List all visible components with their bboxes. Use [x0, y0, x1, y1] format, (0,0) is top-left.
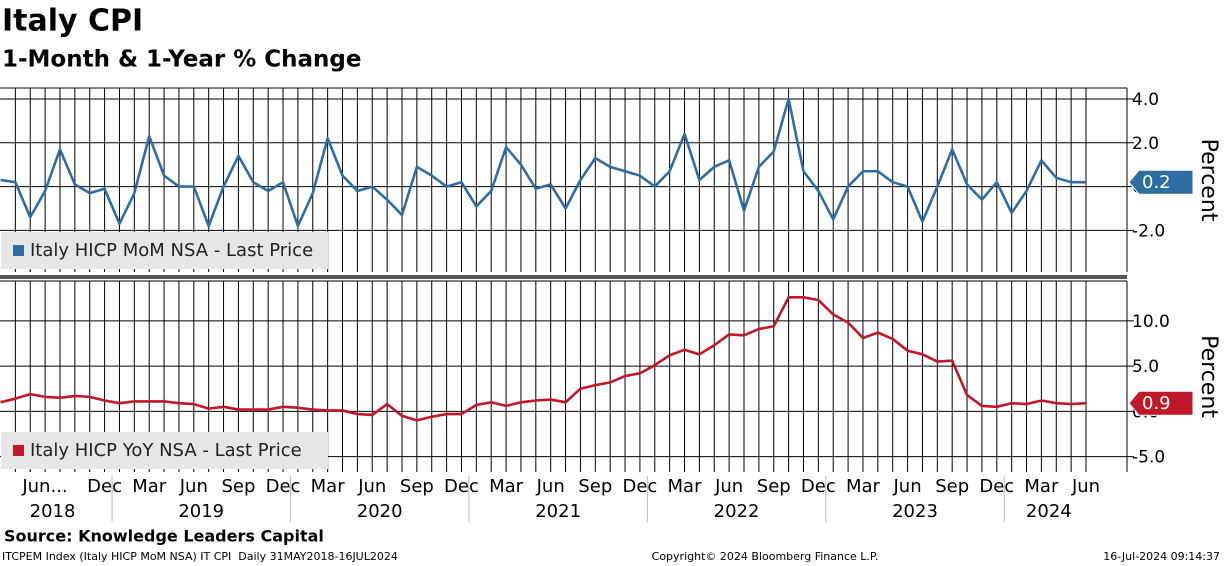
- x-tick-label: Dec: [266, 476, 301, 497]
- x-tick-label: Jun: [536, 476, 565, 497]
- source: Source: Knowledge Leaders Capital: [4, 527, 324, 546]
- last-price-box: [1128, 169, 1194, 195]
- series-line: [0, 295, 1087, 422]
- x-tick-label: Jun...: [21, 476, 67, 497]
- footer-left: ITCPEM Index (Italy HICP MoM NSA) IT CPI…: [2, 550, 398, 563]
- y-tick-label: -5.0: [1132, 448, 1165, 468]
- x-tick-label: Mar: [311, 476, 346, 497]
- x-tick-label: Dec: [87, 476, 122, 497]
- y-tick-label: 5.0: [1132, 357, 1159, 377]
- x-tick-label: Dec: [801, 476, 836, 497]
- x-tick-label: Jun: [1071, 476, 1100, 497]
- x-tick-label: Jun: [179, 476, 208, 497]
- x-tick-label: Dec: [444, 476, 479, 497]
- last-price-label: 0.9: [1142, 393, 1171, 414]
- x-tick-label: Sep: [400, 476, 434, 497]
- legend-box: [1, 432, 328, 469]
- chart-subtitle: 1-Month & 1-Year % Change: [2, 47, 362, 73]
- x-year-label: 2024: [1026, 501, 1072, 522]
- x-year-label: 2023: [892, 501, 938, 522]
- x-tick-label: Jun: [714, 476, 743, 497]
- legend-label: Italy HICP YoY NSA - Last Price: [30, 440, 302, 461]
- y-axis-label: Percent: [1196, 335, 1221, 418]
- x-year-label: 2018: [30, 501, 76, 522]
- panel-separator: [0, 275, 1127, 279]
- legend-swatch: [13, 445, 24, 456]
- legend-box: [1, 232, 328, 269]
- y-tick-label: -2.0: [1132, 221, 1165, 241]
- x-tick-label: Jun: [357, 476, 386, 497]
- x-year-label: 2022: [714, 501, 760, 522]
- x-tick-label: Sep: [757, 476, 791, 497]
- x-year-label: 2019: [178, 501, 224, 522]
- x-tick-label: Mar: [132, 476, 167, 497]
- x-tick-label: Mar: [489, 476, 524, 497]
- x-tick-label: Dec: [979, 476, 1014, 497]
- last-price-label: 0.2: [1142, 172, 1171, 193]
- x-year-label: 2020: [357, 501, 403, 522]
- x-tick-label: Mar: [1024, 476, 1059, 497]
- footer-center: Copyright© 2024 Bloomberg Finance L.P.: [652, 550, 879, 563]
- y-tick-label: 10.0: [1132, 312, 1170, 332]
- x-tick-label: Sep: [578, 476, 612, 497]
- x-year-label: 2021: [535, 501, 581, 522]
- y-axis-label: Percent: [1196, 139, 1221, 222]
- x-tick-label: Sep: [935, 476, 969, 497]
- x-tick-label: Mar: [668, 476, 703, 497]
- x-tick-label: Mar: [846, 476, 881, 497]
- x-tick-label: Sep: [221, 476, 255, 497]
- footer-right: 16-Jul-2024 09:14:37: [1103, 550, 1220, 563]
- legend-label: Italy HICP MoM NSA - Last Price: [30, 240, 313, 261]
- legend-swatch: [13, 245, 24, 256]
- x-tick-label: Dec: [622, 476, 657, 497]
- last-price-box: [1128, 390, 1194, 416]
- y-tick-label: 4.0: [1132, 90, 1159, 110]
- chart-title: Italy CPI: [2, 4, 143, 39]
- x-tick-label: Jun: [893, 476, 922, 497]
- y-tick-label: 2.0: [1132, 134, 1159, 154]
- series-line: [0, 97, 1087, 228]
